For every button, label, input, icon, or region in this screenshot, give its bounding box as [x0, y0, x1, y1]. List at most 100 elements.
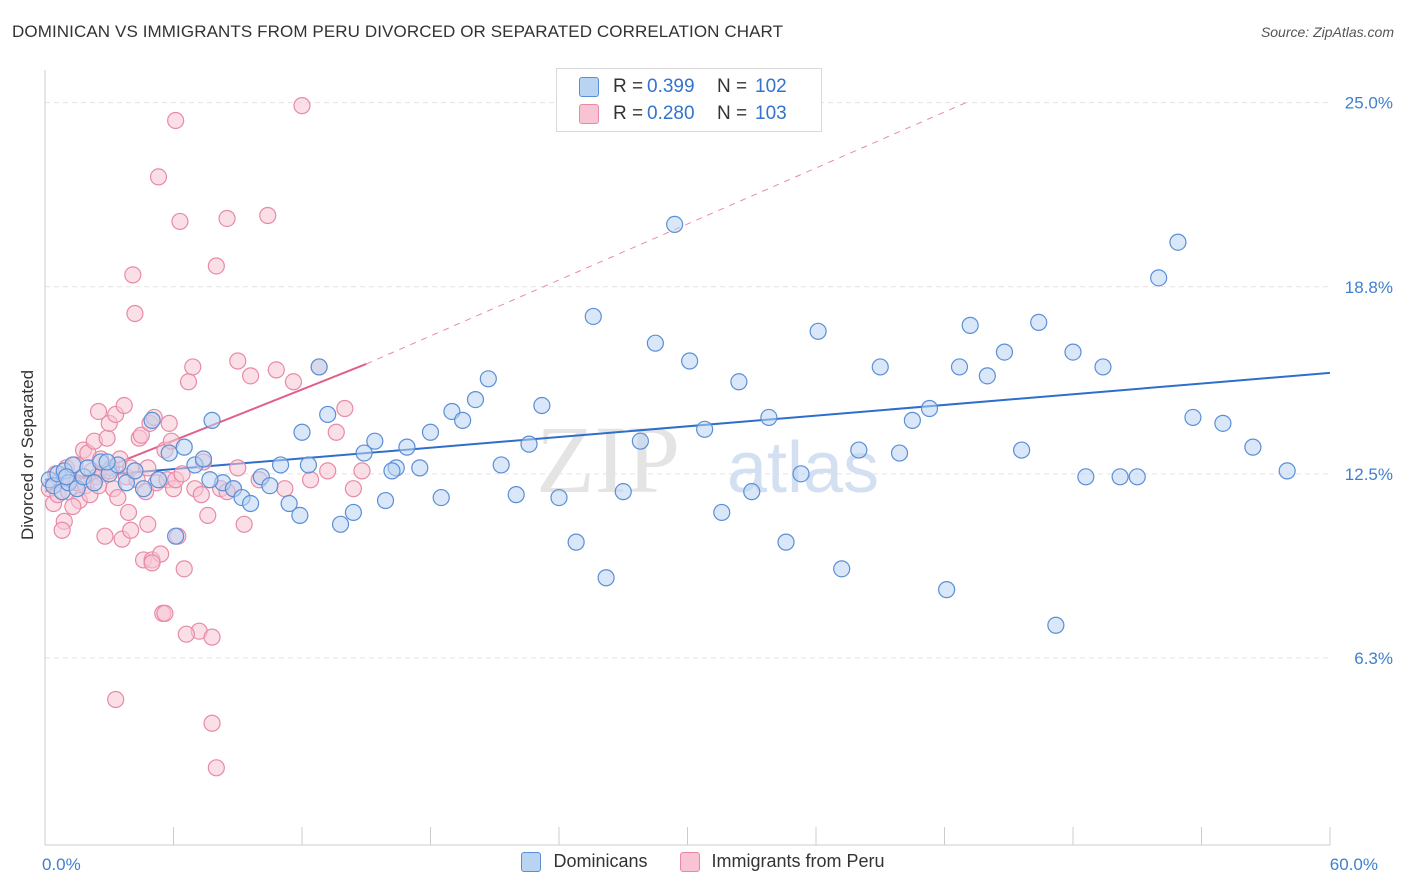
- legend-n-value: 103: [755, 103, 787, 124]
- point-dominican: [533, 396, 551, 415]
- axes: [44, 70, 1331, 846]
- legend-r-label: R =: [613, 103, 644, 124]
- legend-r-value: 0.399: [647, 76, 695, 97]
- legend-row-peru: R = 0.280 N = 103: [579, 102, 787, 126]
- point-peru: [98, 429, 116, 447]
- point-dominican: [631, 432, 649, 450]
- point-dominican: [1030, 313, 1048, 331]
- x-tick-label: 60.0%: [1330, 855, 1378, 874]
- point-dominican: [383, 462, 401, 480]
- trend-extension-peru: [366, 102, 967, 365]
- point-peru: [199, 506, 217, 525]
- point-dominican: [809, 322, 827, 340]
- point-peru: [229, 459, 247, 477]
- point-dominican: [1064, 343, 1082, 361]
- point-peru: [203, 628, 221, 646]
- trend-line-dominicans: [44, 371, 1331, 481]
- point-peru: [107, 690, 125, 709]
- point-dominican: [681, 352, 699, 370]
- point-peru: [229, 352, 247, 370]
- point-peru: [132, 426, 150, 444]
- point-peru: [96, 527, 114, 545]
- point-dominican: [280, 494, 298, 513]
- point-dominican: [520, 435, 538, 453]
- legend-item-dominicans[interactable]: Dominicans: [521, 851, 648, 872]
- point-peru: [126, 304, 144, 323]
- legend-n-label: N =: [717, 103, 748, 124]
- legend-r-label: R =: [613, 76, 644, 97]
- legend-item-peru[interactable]: Immigrants from Peru: [679, 851, 885, 872]
- point-peru: [184, 358, 202, 376]
- point-dominican: [291, 506, 309, 525]
- point-dominican: [713, 503, 731, 522]
- point-dominican: [696, 420, 714, 438]
- point-dominican: [1111, 468, 1129, 486]
- legend-swatch-blue: [521, 851, 542, 872]
- point-dominican: [1169, 233, 1187, 251]
- point-dominican: [1278, 462, 1296, 480]
- point-peru: [267, 361, 285, 379]
- point-dominican: [614, 483, 632, 501]
- point-dominican: [421, 423, 440, 441]
- point-dominican: [903, 411, 921, 429]
- point-dominican: [730, 373, 748, 391]
- point-peru: [139, 515, 157, 533]
- point-peru: [167, 111, 185, 130]
- legend-n-value: 102: [755, 76, 787, 97]
- point-dominican: [833, 560, 851, 578]
- point-peru: [149, 168, 168, 186]
- point-peru: [207, 759, 225, 777]
- point-dominican: [466, 390, 485, 409]
- point-dominican: [134, 480, 153, 498]
- point-dominican: [1012, 441, 1031, 459]
- point-dominican: [1244, 438, 1262, 456]
- point-dominican: [995, 343, 1014, 361]
- point-peru: [160, 414, 178, 432]
- point-peru: [203, 714, 221, 732]
- point-dominican: [376, 491, 395, 510]
- point-dominican: [366, 432, 384, 450]
- point-dominican: [1214, 414, 1232, 432]
- point-peru: [336, 399, 354, 418]
- point-dominican: [584, 307, 602, 326]
- point-dominican: [85, 474, 103, 492]
- point-dominican: [201, 471, 219, 489]
- point-dominican: [98, 453, 116, 471]
- point-dominican: [203, 411, 221, 429]
- point-dominican: [1128, 468, 1146, 486]
- point-dominican: [143, 411, 161, 429]
- point-dominican: [167, 527, 185, 545]
- point-dominican: [319, 405, 337, 424]
- point-peru: [353, 462, 371, 480]
- legend-swatch-pink: [579, 104, 599, 124]
- axis-labels: 6.3% 12.5% 18.8% 25.0% 0.0% 60.0%: [42, 94, 1393, 874]
- legend-n-label: N =: [717, 76, 748, 97]
- point-peru: [235, 515, 253, 533]
- point-dominican: [310, 358, 328, 376]
- point-dominican: [194, 450, 213, 468]
- point-peru: [301, 471, 320, 489]
- point-peru: [319, 462, 337, 480]
- point-peru: [64, 497, 82, 516]
- point-dominican: [597, 569, 615, 587]
- point-dominican: [961, 316, 979, 334]
- point-dominican: [666, 215, 684, 234]
- series-dominicans-points: [40, 215, 1296, 634]
- point-dominican: [293, 423, 311, 441]
- point-dominican: [1077, 468, 1095, 486]
- source-label: Source: ZipAtlas.com: [1260, 24, 1394, 40]
- point-dominican: [242, 494, 260, 513]
- series-peru-points: [40, 97, 371, 777]
- point-peru: [143, 554, 161, 572]
- legend-r-value: 0.280: [647, 103, 695, 124]
- point-peru: [171, 212, 189, 231]
- point-peru: [89, 402, 108, 421]
- point-dominican: [920, 399, 939, 418]
- point-peru: [327, 423, 345, 441]
- point-dominican: [117, 474, 135, 492]
- point-peru: [192, 486, 210, 504]
- point-dominican: [331, 515, 350, 533]
- point-dominican: [567, 533, 585, 551]
- point-peru: [173, 465, 191, 483]
